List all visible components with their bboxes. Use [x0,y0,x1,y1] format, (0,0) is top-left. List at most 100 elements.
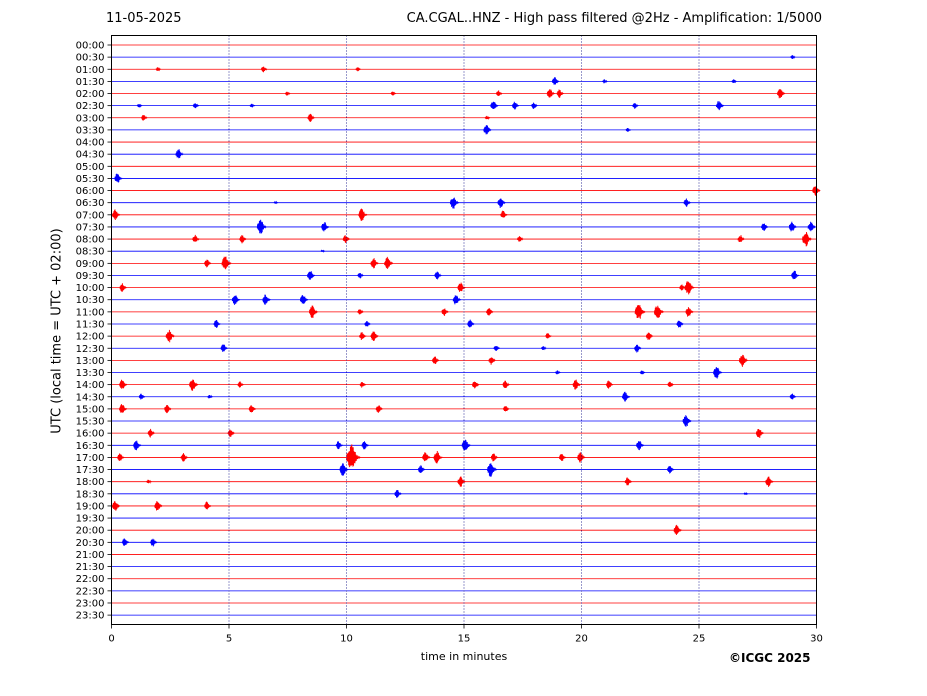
seismic-event [364,320,371,327]
y-tick-label: 16:30 [76,441,105,452]
seismic-event [738,354,749,367]
seismic-event [121,538,130,547]
y-tick-label: 03:00 [76,113,105,124]
axis-layer: 00:0000:3001:0001:3002:0002:3003:0003:30… [76,41,823,645]
seismic-event [737,235,745,243]
seismic-event [262,294,271,305]
y-tick-label: 01:00 [76,65,105,76]
seismic-event [256,219,267,234]
seismic-event [359,382,366,388]
seismic-event [546,89,555,98]
seismic-event [605,380,614,389]
y-tick-label: 09:00 [76,259,105,270]
seismic-event [112,501,121,511]
seismic-event [138,393,146,400]
seismic-event [743,491,748,496]
seismic-event [789,393,797,400]
seismic-event [320,249,325,253]
y-tick-label: 07:00 [76,210,105,221]
seismic-event [545,333,552,339]
seismic-event [164,404,172,414]
event-layer [112,55,821,547]
seismic-event [375,405,383,413]
seismic-event [119,283,127,292]
y-tick-label: 20:00 [76,526,105,537]
seismic-event [457,476,466,487]
seismic-event [357,309,364,315]
seismic-event [502,406,510,412]
seismic-event [112,209,121,221]
seismic-event [357,273,364,279]
seismic-event [467,319,475,328]
chart-title: CA.CGAL..HNZ - High pass filtered @2Hz -… [406,11,822,26]
y-tick-label: 17:00 [76,453,105,464]
seismic-event [434,271,442,280]
x-tick-label: 10 [340,634,353,645]
y-tick-label: 15:30 [76,417,105,428]
seismic-event [192,103,200,109]
seismic-event [713,366,723,379]
seismic-event [175,149,184,159]
seismic-event [394,489,402,498]
seismic-event [602,79,608,84]
seismic-event [645,332,654,340]
seismic-event [667,381,674,387]
seismic-event [765,476,774,487]
y-tick-label: 20:30 [76,538,105,549]
y-tick-label: 03:30 [76,125,105,136]
seismic-event [207,394,213,399]
seismic-event [682,415,692,427]
seismic-event [114,173,123,183]
seismic-event [432,356,440,365]
y-tick-label: 11:30 [76,319,105,330]
y-tick-label: 10:30 [76,295,105,306]
y-tick-label: 09:30 [76,271,105,282]
seismic-event [154,501,163,511]
seismic-event [486,308,494,316]
seismic-event [483,125,492,135]
seismic-event [155,67,162,72]
seismic-event [715,101,725,111]
y-tick-label: 08:30 [76,247,105,258]
seismic-event [632,102,639,109]
seismic-event [342,235,350,243]
x-tick-label: 25 [693,634,706,645]
seismic-event [339,463,349,476]
y-tick-label: 13:30 [76,368,105,379]
y-tick-label: 06:00 [76,186,105,197]
seismic-event [390,91,396,96]
seismic-event [577,452,586,463]
seismic-event [484,115,491,121]
seismic-event [213,319,221,329]
seismic-event [308,305,318,319]
seismic-event [684,281,695,295]
y-tick-label: 01:30 [76,77,105,88]
seismic-event [490,453,499,462]
seismic-event [683,198,691,207]
seismic-event [487,463,498,477]
seismic-event [150,538,158,547]
seismic-event [384,256,394,269]
x-tick-label: 0 [108,634,114,645]
seismic-event [239,235,247,244]
seismic-event [117,453,125,462]
seismic-event [165,329,175,343]
seismic-event [307,113,315,122]
seismic-event [541,346,547,351]
seismic-event [136,103,143,108]
y-tick-label: 00:00 [76,41,105,52]
seismic-event [221,256,232,270]
seismic-event [636,441,645,451]
y-tick-label: 23:00 [76,598,105,609]
seismic-event [502,380,510,389]
y-tick-label: 02:30 [76,101,105,112]
seismic-event [761,223,769,231]
seismic-event [621,391,631,402]
seismic-event [531,102,538,109]
seismic-event [676,320,684,328]
seismic-event [417,465,426,474]
y-tick-label: 18:00 [76,477,105,488]
seismic-event [422,452,431,462]
seismic-event [227,429,235,438]
